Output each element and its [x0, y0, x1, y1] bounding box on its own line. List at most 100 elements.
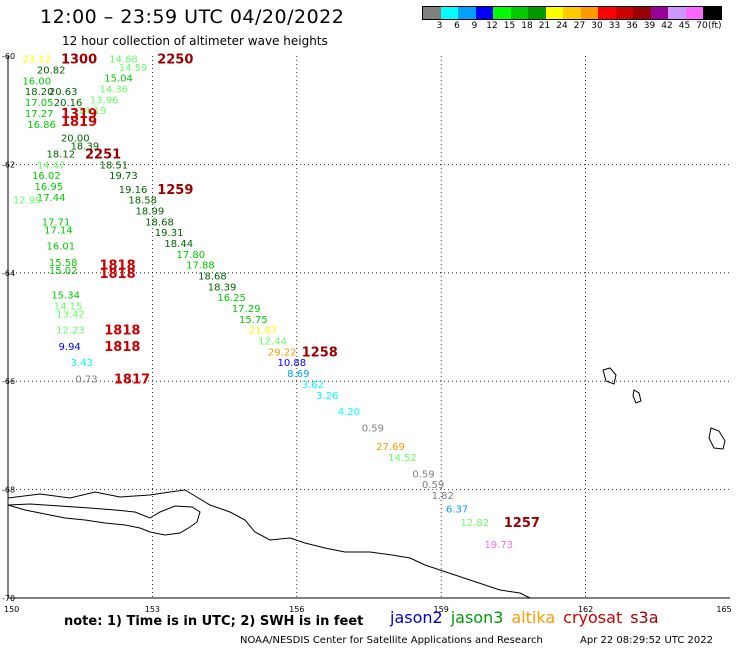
wave-height-value: 12.82 [460, 518, 489, 529]
wave-height-value: 15.04 [104, 74, 133, 85]
lon-axis-label: 162 [578, 605, 593, 614]
wave-height-value: 6.37 [446, 505, 468, 516]
wave-height-value: 16.95 [34, 182, 63, 193]
colorbar-label: 45 [678, 21, 691, 31]
colorbar-label: 24 [556, 21, 568, 31]
colorbar-label: 30 [591, 21, 603, 31]
island-2 [632, 389, 642, 404]
colorbar-swatch [580, 7, 598, 19]
pass-time-label: 1818 [104, 340, 140, 355]
wave-height-value: 0.73 [75, 374, 97, 385]
wave-height-value: 3.43 [71, 358, 93, 369]
wave-height-value: 18.12 [47, 150, 76, 161]
wave-height-value: 14.52 [388, 453, 417, 464]
pass-time-label: 1259 [157, 183, 193, 198]
wave-height-value: 18.39 [71, 141, 100, 152]
lon-axis-label: 156 [289, 605, 304, 614]
colorbar-swatch [703, 7, 721, 19]
wave-height-value: 13.96 [90, 95, 119, 106]
wave-height-value: 15.58 [49, 258, 78, 269]
wave-height-value: 19.73 [485, 540, 514, 551]
wave-height-value: 1.82 [432, 491, 454, 502]
colorbar-label: 18 [521, 21, 533, 31]
satellite-legend-altika: altika [511, 608, 556, 627]
lat-axis-label: -64 [2, 269, 15, 278]
satellite-legend-jason2: jason2 [390, 608, 443, 627]
colorbar-label: 3 [436, 21, 443, 31]
wave-height-value: 20.82 [37, 66, 66, 77]
coastline-shelf [7, 503, 201, 536]
wave-height-value: 17.27 [25, 109, 54, 120]
wave-height-value: 12.23 [56, 326, 85, 337]
wave-height-value: 4.20 [338, 407, 360, 418]
pass-time-label: 1819 [61, 115, 97, 130]
colorbar-label: 15 [503, 21, 516, 31]
wave-height-value: 23.12 [22, 55, 51, 66]
wave-height-value: 14.59 [119, 63, 148, 74]
colorbar-label: 27 [573, 21, 586, 31]
lon-axis-label: 159 [434, 605, 449, 614]
colorbar-swatch [685, 7, 703, 19]
wave-height-value: 10.88 [278, 358, 307, 369]
colorbar [422, 6, 722, 20]
wave-height-value: 18.99 [136, 206, 165, 217]
wave-height-value: 3.26 [316, 391, 338, 402]
wave-height-value: 18.51 [99, 160, 128, 171]
colorbar-swatch [563, 7, 581, 19]
wave-height-value: 14.15 [54, 301, 83, 312]
lat-axis-label: -62 [2, 160, 15, 169]
colorbar-swatch [440, 7, 458, 19]
pass-time-label: 1817 [114, 372, 150, 387]
wave-height-value: 18.68 [145, 217, 174, 228]
wave-height-value: 14.36 [99, 85, 128, 96]
colorbar-label: 36 [626, 21, 638, 31]
wave-height-value: 17.44 [37, 193, 66, 204]
colorbar-labels: 3 6 9 12 15 18 21 24 27 30 33 36 39 42 45 70 (ft) [422, 21, 737, 33]
colorbar-swatch [423, 7, 441, 19]
island-1 [602, 367, 617, 385]
wave-height-value: 19.16 [119, 185, 148, 196]
wave-height-value: 17.05 [25, 98, 54, 109]
lon-axis-label: 150 [4, 605, 19, 614]
wave-height-value: 8.69 [287, 369, 309, 380]
lat-axis-label: -66 [2, 377, 15, 386]
colorbar-label: (ft) [707, 21, 722, 31]
wave-height-value: 12.44 [258, 337, 287, 348]
wave-height-value: 15.34 [51, 290, 80, 301]
wave-height-value: 20.00 [61, 133, 90, 144]
wave-height-value: 13.42 [56, 309, 85, 320]
colorbar-swatch [510, 7, 528, 19]
pass-time-label: 1818 [104, 324, 140, 339]
wave-height-value: 3.62 [302, 380, 324, 391]
wave-height-value: 20.63 [49, 87, 78, 98]
coastline [7, 367, 726, 599]
lat-axis-label: -70 [2, 594, 15, 603]
colorbar-label: 33 [608, 21, 621, 31]
wave-height-value: 0.59 [362, 423, 384, 434]
wave-height-value: 16.25 [217, 293, 246, 304]
colorbar-label: 70 [696, 21, 708, 31]
pass-time-labels: 1300 225013191819225112591818181818181818… [61, 53, 540, 531]
footer-credit: NOAA/NESDIS Center for Satellite Applica… [240, 635, 543, 646]
pass-time-label: 1258 [302, 345, 338, 360]
colorbar-swatch [493, 7, 511, 19]
wave-height-value: 15.75 [239, 315, 268, 326]
wave-height-value: 15.02 [49, 266, 78, 277]
wave-height-value: 0.59 [422, 480, 444, 491]
colorbar-label: 6 [454, 21, 460, 31]
satellite-legend-s3a: s3a [630, 608, 659, 627]
wave-height-value: 17.80 [176, 250, 205, 261]
colorbar-label: 42 [661, 21, 673, 31]
colorbar-swatch [545, 7, 563, 19]
footer-timestamp: Apr 22 08:29:52 UTC 2022 [580, 635, 713, 646]
satellite-legend-jason3: jason3 [450, 608, 504, 627]
wave-height-value: 17.29 [232, 304, 261, 315]
pass-time-label: 2250 [157, 53, 193, 68]
wave-height-value: 14.68 [109, 55, 138, 66]
wave-height-value: 18.58 [128, 196, 157, 207]
lon-axis-label: 165 [716, 605, 731, 614]
wave-height-value: 17.71 [42, 217, 71, 228]
wave-height-value: 14.47 [37, 160, 66, 171]
